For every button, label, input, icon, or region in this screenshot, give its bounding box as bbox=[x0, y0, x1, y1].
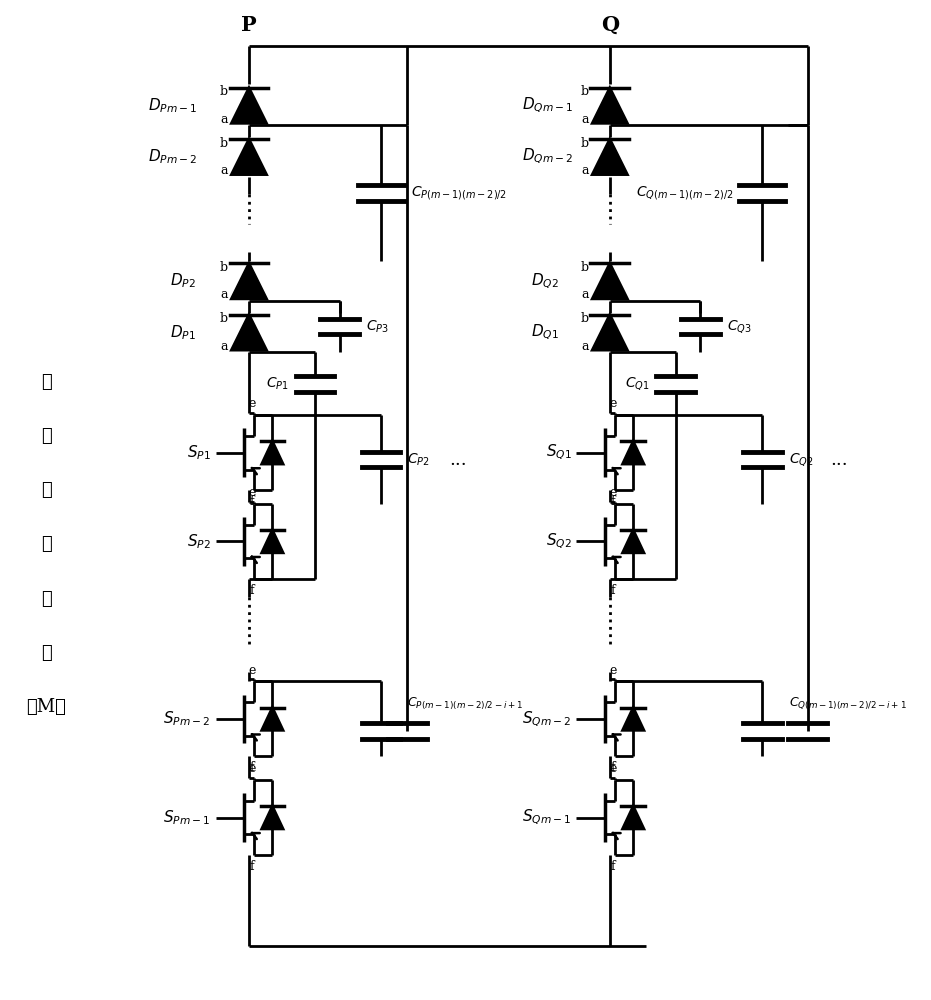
Polygon shape bbox=[623, 806, 644, 829]
Polygon shape bbox=[592, 315, 627, 350]
Text: f: f bbox=[250, 761, 255, 774]
Text: $D_{Pm-1}$: $D_{Pm-1}$ bbox=[148, 96, 197, 115]
Polygon shape bbox=[232, 263, 266, 299]
Text: b: b bbox=[220, 261, 228, 274]
Text: 单: 单 bbox=[41, 590, 52, 608]
Polygon shape bbox=[232, 139, 266, 175]
Text: a: a bbox=[581, 288, 588, 301]
Text: f: f bbox=[250, 495, 255, 508]
Text: f: f bbox=[611, 860, 615, 873]
Text: a: a bbox=[581, 164, 588, 177]
Text: a: a bbox=[221, 340, 228, 353]
Text: b: b bbox=[581, 312, 588, 325]
Text: 块: 块 bbox=[41, 535, 52, 553]
Text: $C_{P3}$: $C_{P3}$ bbox=[366, 318, 389, 335]
Polygon shape bbox=[262, 806, 283, 829]
Text: $D_{Q2}$: $D_{Q2}$ bbox=[531, 271, 559, 291]
Text: e: e bbox=[610, 664, 617, 677]
Polygon shape bbox=[262, 708, 283, 730]
Text: b: b bbox=[220, 312, 228, 325]
Text: e: e bbox=[249, 397, 256, 410]
Text: e: e bbox=[610, 762, 617, 775]
Text: $C_{Q(m-1)(m-2)/2-i+1}$: $C_{Q(m-1)(m-2)/2-i+1}$ bbox=[789, 695, 906, 711]
Polygon shape bbox=[592, 139, 627, 175]
Text: $D_{P1}$: $D_{P1}$ bbox=[169, 323, 196, 342]
Text: Q: Q bbox=[600, 15, 619, 35]
Text: a: a bbox=[221, 113, 228, 126]
Text: a: a bbox=[581, 113, 588, 126]
Text: e: e bbox=[610, 486, 617, 499]
Text: e: e bbox=[249, 664, 256, 677]
Text: f: f bbox=[611, 584, 615, 597]
Text: $S_{Q1}$: $S_{Q1}$ bbox=[546, 443, 572, 462]
Text: $C_{Q(m-1)(m-2)/2}$: $C_{Q(m-1)(m-2)/2}$ bbox=[636, 184, 734, 202]
Polygon shape bbox=[592, 88, 627, 123]
Polygon shape bbox=[262, 530, 283, 553]
Text: $D_{P2}$: $D_{P2}$ bbox=[169, 272, 196, 290]
Text: $D_{Q1}$: $D_{Q1}$ bbox=[531, 323, 559, 342]
Polygon shape bbox=[232, 88, 266, 123]
Polygon shape bbox=[623, 708, 644, 730]
Text: b: b bbox=[220, 137, 228, 150]
Text: f: f bbox=[611, 495, 615, 508]
Text: b: b bbox=[581, 137, 588, 150]
Text: $C_{Q3}$: $C_{Q3}$ bbox=[727, 318, 751, 335]
Text: a: a bbox=[221, 164, 228, 177]
Text: b: b bbox=[581, 261, 588, 274]
Text: P: P bbox=[241, 15, 257, 35]
Text: （M）: （M） bbox=[27, 698, 66, 716]
Polygon shape bbox=[623, 441, 644, 464]
Text: $C_{P(m-1)(m-2)/2}$: $C_{P(m-1)(m-2)/2}$ bbox=[411, 184, 506, 202]
Text: f: f bbox=[611, 761, 615, 774]
Text: 元: 元 bbox=[41, 644, 52, 662]
Text: $S_{Qm-2}$: $S_{Qm-2}$ bbox=[522, 709, 572, 729]
Text: 第: 第 bbox=[41, 373, 52, 391]
Text: ...: ... bbox=[830, 451, 847, 469]
Text: $S_{P1}$: $S_{P1}$ bbox=[187, 443, 210, 462]
Text: a: a bbox=[581, 340, 588, 353]
Text: ...: ... bbox=[449, 451, 466, 469]
Text: $S_{Q2}$: $S_{Q2}$ bbox=[546, 532, 572, 551]
Text: e: e bbox=[249, 762, 256, 775]
Text: e: e bbox=[249, 486, 256, 499]
Polygon shape bbox=[592, 263, 627, 299]
Text: $S_{Qm-1}$: $S_{Qm-1}$ bbox=[522, 808, 572, 827]
Text: $C_{P(m-1)(m-2)/2-i+1}$: $C_{P(m-1)(m-2)/2-i+1}$ bbox=[408, 695, 523, 711]
Text: $C_{Q1}$: $C_{Q1}$ bbox=[625, 375, 649, 392]
Text: $D_{Qm-1}$: $D_{Qm-1}$ bbox=[521, 96, 573, 115]
Text: $S_{P2}$: $S_{P2}$ bbox=[187, 532, 210, 551]
Polygon shape bbox=[262, 441, 283, 464]
Text: $S_{Pm-1}$: $S_{Pm-1}$ bbox=[163, 808, 210, 827]
Polygon shape bbox=[232, 315, 266, 350]
Text: 一: 一 bbox=[41, 427, 52, 445]
Text: $C_{P1}$: $C_{P1}$ bbox=[265, 375, 289, 392]
Text: $D_{Pm-2}$: $D_{Pm-2}$ bbox=[148, 147, 197, 166]
Text: e: e bbox=[610, 397, 617, 410]
Text: $C_{P2}$: $C_{P2}$ bbox=[408, 451, 430, 468]
Text: f: f bbox=[250, 584, 255, 597]
Text: $C_{Q2}$: $C_{Q2}$ bbox=[789, 451, 813, 468]
Polygon shape bbox=[623, 530, 644, 553]
Text: f: f bbox=[250, 860, 255, 873]
Text: b: b bbox=[581, 85, 588, 98]
Text: $D_{Qm-2}$: $D_{Qm-2}$ bbox=[521, 147, 573, 166]
Text: b: b bbox=[220, 85, 228, 98]
Text: a: a bbox=[221, 288, 228, 301]
Text: $S_{Pm-2}$: $S_{Pm-2}$ bbox=[163, 710, 210, 728]
Text: 模: 模 bbox=[41, 481, 52, 499]
